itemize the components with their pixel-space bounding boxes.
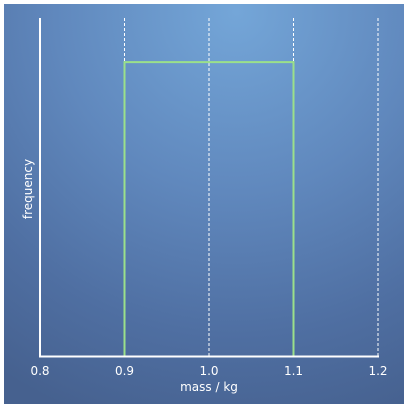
x-axis-label: mass / kg [180, 380, 238, 394]
x-tick-label: 1.2 [368, 364, 387, 378]
x-tick-label: 0.8 [30, 364, 49, 378]
histogram-chart: 0.8 0.9 1.0 1.1 1.2 mass / kg frequency [21, 18, 388, 394]
histogram-bar [123, 61, 295, 356]
x-tick-label: 0.9 [115, 364, 134, 378]
x-tick-labels: 0.8 0.9 1.0 1.1 1.2 [30, 364, 387, 378]
x-tick-label: 1.0 [199, 364, 218, 378]
histogram-bars [123, 61, 295, 356]
grid-lines [124, 18, 379, 356]
y-axis-label: frequency [21, 159, 35, 219]
chart-frame: 0.8 0.9 1.0 1.1 1.2 mass / kg frequency [4, 4, 404, 404]
x-tick-label: 1.1 [284, 364, 303, 378]
